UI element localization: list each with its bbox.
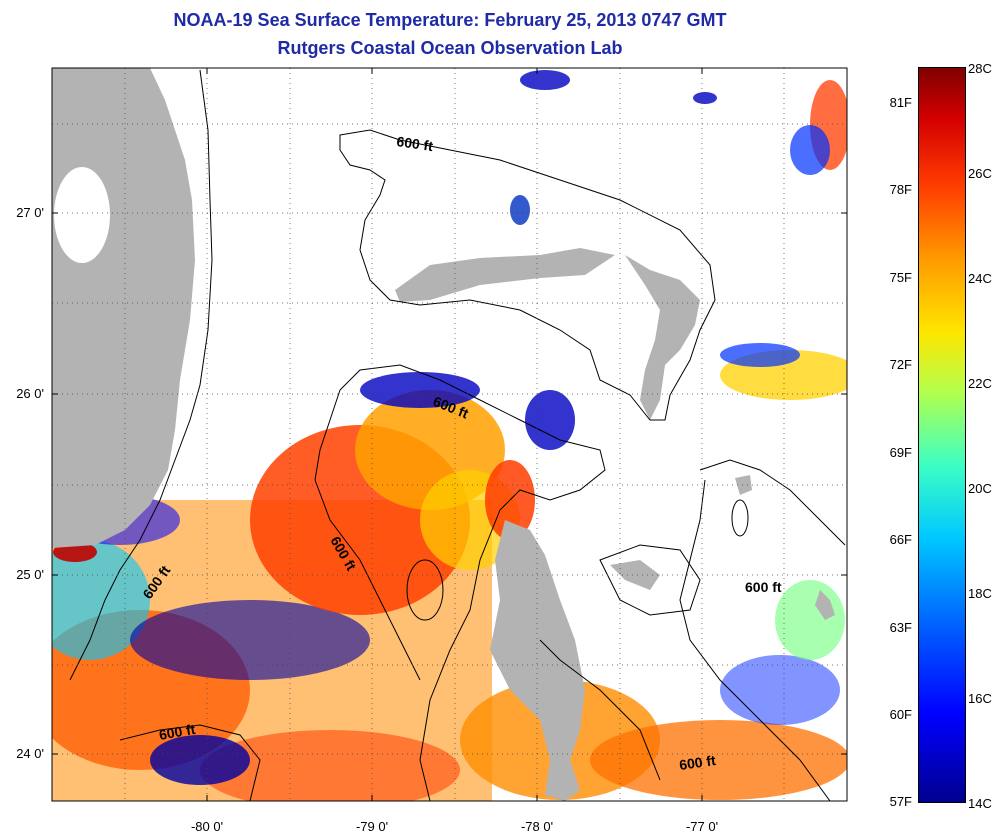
colorbar-celsius-label: 20C	[968, 481, 992, 496]
latitude-label: 27 0'	[16, 205, 44, 220]
colorbar-celsius-label: 22C	[968, 376, 992, 391]
colorbar-celsius-label: 28C	[968, 61, 992, 76]
colorbar-fahrenheit-label: 78F	[889, 182, 912, 197]
colorbar-fahrenheit-label: 81F	[889, 95, 912, 110]
colorbar-fahrenheit-label: 69F	[889, 445, 912, 460]
colorbar-celsius-label: 18C	[968, 586, 992, 601]
depth-contours	[69, 69, 846, 801]
colorbar-fahrenheit-label: 66F	[889, 532, 912, 547]
colorbar-celsius-label: 26C	[968, 166, 992, 181]
latitude-label: 26 0'	[16, 386, 44, 401]
contour-label: 600 ft	[396, 133, 435, 154]
axis-ticks	[52, 68, 847, 801]
land	[52, 68, 835, 801]
latitude-label: 25 0'	[16, 567, 44, 582]
contour-label: 600 ft	[158, 721, 197, 743]
longitude-label: -80 0'	[190, 819, 224, 834]
grid-lines	[52, 68, 847, 801]
longitude-label: -77 0'	[685, 819, 719, 834]
colorbar-fahrenheit-label: 75F	[889, 270, 912, 285]
map-title: NOAA-19 Sea Surface Temperature: Februar…	[173, 10, 727, 30]
latitude-label: 24 0'	[16, 746, 44, 761]
colorbar-celsius-label: 24C	[968, 271, 992, 286]
longitude-label: -79 0'	[355, 819, 389, 834]
map-frame	[51, 67, 848, 802]
colorbar-celsius-label: 14C	[968, 796, 992, 811]
colorbar-fahrenheit-label: 63F	[889, 620, 912, 635]
colorbar-fahrenheit-label: 60F	[889, 707, 912, 722]
longitude-label: -78 0'	[520, 819, 554, 834]
sst-patches	[52, 70, 847, 801]
contour-label: 600 ft	[678, 752, 717, 773]
map-subtitle: Rutgers Coastal Ocean Observation Lab	[277, 38, 623, 58]
colorbar-celsius-label: 16C	[968, 691, 992, 706]
colorbar-fahrenheit-label: 72F	[889, 357, 912, 372]
colorbar-fahrenheit-label: 57F	[889, 794, 912, 809]
temperature-colorbar	[918, 67, 966, 803]
contour-label: 600 ft	[745, 579, 782, 595]
